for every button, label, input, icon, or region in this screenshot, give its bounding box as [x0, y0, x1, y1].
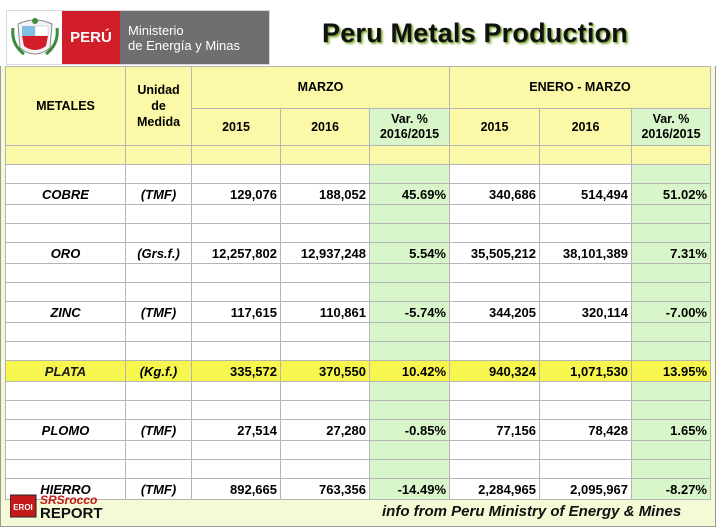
enero-2015-cell: 344,205: [449, 301, 540, 323]
table-row: ORO (Grs.f.) 12,257,802 12,937,248 5.54%…: [5, 242, 711, 264]
peru-crest-icon: [10, 14, 60, 62]
enero-var-cell: 13.95%: [631, 360, 711, 382]
unit-cell: (TMF): [125, 183, 192, 205]
source-note: info from Peru Ministry of Energy & Mine…: [382, 503, 682, 520]
col-metales-header: METALES: [5, 66, 126, 146]
ministry-line1: Ministerio: [128, 22, 184, 38]
enero-2015-cell: 77,156: [449, 419, 540, 441]
marzo-2016-cell: 12,937,248: [280, 242, 370, 264]
marzo-2015-cell: 12,257,802: [191, 242, 281, 264]
unit-cell: (TMF): [125, 419, 192, 441]
table-row: PLOMO (TMF) 27,514 27,280 -0.85% 77,156 …: [5, 419, 711, 441]
enero-2016-cell: 1,071,530: [539, 360, 632, 382]
table-row: COBRE (TMF) 129,076 188,052 45.69% 340,6…: [5, 183, 711, 205]
logo-line1: SRSrocco: [40, 493, 97, 507]
spacer-row: [5, 341, 711, 361]
marzo-var-cell: -14.49%: [369, 478, 450, 500]
spacer-row: [5, 400, 711, 420]
srsrocco-logo: EROI SRSrocco REPORT: [9, 491, 150, 522]
enero-2016-cell: 514,494: [539, 183, 632, 205]
enero-2015-cell: 940,324: [449, 360, 540, 382]
marzo-2016-cell: 370,550: [280, 360, 370, 382]
unit-cell: (TMF): [125, 301, 192, 323]
enero-2016-cell: 38,101,389: [539, 242, 632, 264]
marzo-var-cell: -0.85%: [369, 419, 450, 441]
marzo-2016-cell: 763,356: [280, 478, 370, 500]
logo-line2: REPORT: [40, 505, 103, 521]
spacer-row: [5, 263, 711, 283]
marzo-var-cell: 5.54%: [369, 242, 450, 264]
spacer-row: [5, 204, 711, 224]
spacer-row: [5, 459, 711, 479]
metal-name: PLATA: [5, 360, 126, 382]
sub-var-marzo: Var. % 2016/2015: [369, 107, 450, 147]
enero-var-cell: 51.02%: [631, 183, 711, 205]
enero-var-cell: -7.00%: [631, 301, 711, 323]
enero-var-cell: 7.31%: [631, 242, 711, 264]
enero-2016-cell: 78,428: [539, 419, 632, 441]
metal-name: ORO: [5, 242, 126, 264]
marzo-2015-cell: 117,615: [191, 301, 281, 323]
logo-badge-text: EROI: [13, 503, 33, 512]
spacer-row: [5, 440, 711, 460]
group-marzo-header: MARZO: [191, 66, 450, 109]
page-title: Peru Metals Production: [322, 18, 628, 48]
enero-var-cell: -8.27%: [631, 478, 711, 500]
sub-2015-enero: 2015: [449, 107, 540, 147]
enero-2015-cell: 35,505,212: [449, 242, 540, 264]
spacer-row: [5, 381, 711, 401]
enero-var-cell: 1.65%: [631, 419, 711, 441]
ministry-name: Ministerio de Energía y Minas: [120, 11, 269, 64]
ministry-line2: de Energía y Minas: [128, 37, 241, 53]
col-unidad-header: Unidad de Medida: [125, 66, 192, 146]
sub-var-enero: Var. % 2016/2015: [631, 107, 711, 147]
table-row: ZINC (TMF) 117,615 110,861 -5.74% 344,20…: [5, 301, 711, 323]
enero-2015-cell: 340,686: [449, 183, 540, 205]
peru-label: PERÚ: [62, 11, 120, 64]
enero-2016-cell: 2,095,967: [539, 478, 632, 500]
spacer-row: [5, 223, 711, 243]
enero-2015-cell: 2,284,965: [449, 478, 540, 500]
unit-cell: (Kg.f.): [125, 360, 192, 382]
group-enero-marzo-header: ENERO - MARZO: [449, 66, 711, 109]
marzo-var-cell: 10.42%: [369, 360, 450, 382]
spacer-row: [5, 322, 711, 342]
marzo-var-cell: -5.74%: [369, 301, 450, 323]
sub-2016-enero: 2016: [539, 107, 632, 147]
production-table: METALES Unidad de Medida MARZO ENERO - M…: [5, 66, 711, 500]
enero-2016-cell: 320,114: [539, 301, 632, 323]
ministry-logo: PERÚ Ministerio de Energía y Minas: [6, 10, 270, 65]
sub-2015-marzo: 2015: [191, 107, 281, 147]
table-row-highlighted: PLATA (Kg.f.) 335,572 370,550 10.42% 940…: [5, 360, 711, 382]
metal-name: ZINC: [5, 301, 126, 323]
marzo-2015-cell: 335,572: [191, 360, 281, 382]
metal-name: COBRE: [5, 183, 126, 205]
sub-2016-marzo: 2016: [280, 107, 370, 147]
table-row: HIERRO (TMF) 892,665 763,356 -14.49% 2,2…: [5, 478, 711, 500]
unit-cell: (TMF): [125, 478, 192, 500]
marzo-2016-cell: 110,861: [280, 301, 370, 323]
marzo-2016-cell: 188,052: [280, 183, 370, 205]
spacer-row: [5, 282, 711, 302]
spacer-row: [5, 145, 711, 165]
unit-cell: (Grs.f.): [125, 242, 192, 264]
marzo-2016-cell: 27,280: [280, 419, 370, 441]
marzo-2015-cell: 27,514: [191, 419, 281, 441]
spacer-row: [5, 164, 711, 184]
marzo-2015-cell: 129,076: [191, 183, 281, 205]
metal-name: PLOMO: [5, 419, 126, 441]
marzo-var-cell: 45.69%: [369, 183, 450, 205]
marzo-2015-cell: 892,665: [191, 478, 281, 500]
